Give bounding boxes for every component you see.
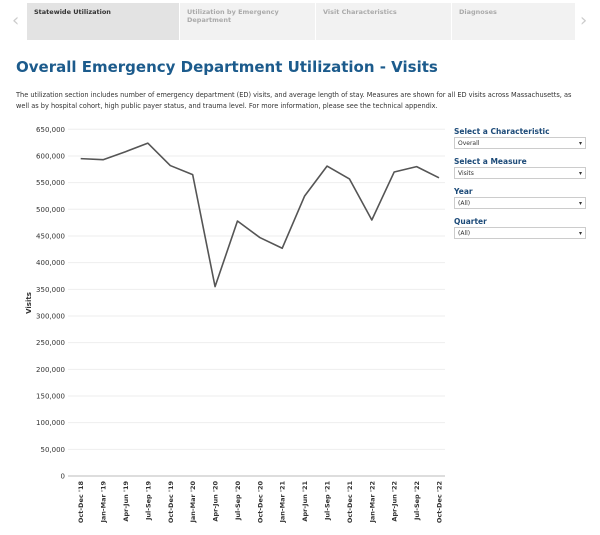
data-point[interactable] — [145, 141, 150, 146]
y-tick-label: 550,000 — [36, 179, 65, 187]
filter-dropdown-select-a-measure[interactable]: Visits ▾ — [454, 167, 586, 179]
data-point[interactable] — [414, 164, 419, 169]
filter-value: Overall — [458, 139, 480, 147]
description: The utilization section includes number … — [16, 91, 572, 110]
y-tick-label: 100,000 — [36, 419, 65, 427]
filter-dropdown-quarter[interactable]: (All) ▾ — [454, 227, 586, 239]
data-point[interactable] — [257, 235, 262, 240]
data-point[interactable] — [392, 169, 397, 174]
chevron-right-icon[interactable]: › — [580, 10, 588, 31]
data-point[interactable] — [123, 149, 128, 154]
chevron-left-icon[interactable]: ‹ — [12, 10, 20, 31]
x-tick-label: Jan-Mar '20 — [189, 481, 197, 524]
filter-label-quarter: Quarter — [454, 217, 487, 226]
tab-bar: Statewide Utilization Utilization by Eme… — [27, 3, 575, 40]
y-tick-label: 650,000 — [36, 126, 65, 134]
x-tick-label: Apr-Jun '21 — [301, 481, 309, 522]
data-point[interactable] — [101, 157, 106, 162]
x-tick-label: Oct-Dec '20 — [256, 481, 264, 524]
x-tick-label: Jul-Sep '19 — [144, 481, 152, 521]
dropdown-arrow-icon: ▾ — [578, 169, 582, 177]
tab-visit-characteristics[interactable]: Visit Characteristics — [316, 3, 451, 40]
filter-value: Visits — [458, 169, 474, 177]
data-point[interactable] — [347, 176, 352, 181]
y-tick-label: 150,000 — [36, 392, 65, 400]
x-tick-label: Oct-Dec '21 — [346, 481, 354, 524]
page-title: Overall Emergency Department Utilization… — [16, 58, 438, 76]
x-tick-label: Jan-Mar '19 — [100, 481, 108, 524]
filter-dropdown-select-a-characteristic[interactable]: Overall ▾ — [454, 137, 586, 149]
x-tick-label: Jan-Mar '22 — [368, 481, 376, 524]
dropdown-arrow-icon: ▾ — [578, 229, 582, 237]
filter-panel: Select a Characteristic Overall ▾ Select a… — [454, 127, 586, 247]
y-tick-label: 400,000 — [36, 259, 65, 267]
data-point[interactable] — [369, 217, 374, 222]
series-line — [80, 142, 440, 288]
y-tick-label: 0 — [61, 473, 65, 481]
x-tick-label: Oct-Dec '19 — [167, 481, 175, 524]
data-point[interactable] — [235, 219, 240, 224]
x-tick-label: Jul-Sep '22 — [413, 481, 421, 521]
x-tick-label: Apr-Jun '19 — [122, 481, 130, 522]
data-point[interactable] — [78, 156, 83, 161]
y-tick-label: 200,000 — [36, 366, 65, 374]
filter-value: (All) — [458, 229, 471, 237]
x-tick-label: Oct-Dec '18 — [77, 481, 85, 524]
y-tick-label: 450,000 — [36, 232, 65, 240]
y-tick-label: 600,000 — [36, 152, 65, 160]
data-point[interactable] — [325, 164, 330, 169]
dropdown-arrow-icon: ▾ — [578, 199, 582, 207]
tab-statewide-utilization[interactable]: Statewide Utilization — [27, 3, 179, 40]
y-tick-label: 50,000 — [41, 446, 66, 454]
data-point[interactable] — [280, 246, 285, 251]
data-point[interactable] — [302, 193, 307, 198]
y-tick-label: 500,000 — [36, 206, 65, 214]
x-tick-label: Jul-Sep '20 — [234, 481, 242, 521]
x-tick-label: Oct-Dec '22 — [436, 481, 444, 523]
y-axis-title: Visits — [25, 292, 33, 314]
tab-utilization-by-ed[interactable]: Utilization by Emergency Department — [180, 3, 315, 40]
x-tick-label: Apr-Jun '22 — [391, 481, 399, 522]
y-tick-label: 300,000 — [36, 312, 65, 320]
filter-value: (All) — [458, 199, 471, 207]
filter-dropdown-year[interactable]: (All) ▾ — [454, 197, 586, 209]
filter-label-year: Year — [454, 187, 473, 196]
dropdown-arrow-icon: ▾ — [578, 139, 582, 147]
filter-label-select-a-characteristic: Select a Characteristic — [454, 127, 550, 136]
x-tick-label: Jul-Sep '21 — [324, 481, 332, 521]
data-point[interactable] — [437, 175, 442, 180]
y-tick-label: 250,000 — [36, 339, 65, 347]
x-tick-label: Apr-Jun '20 — [212, 481, 220, 522]
data-point[interactable] — [190, 172, 195, 177]
data-point[interactable] — [213, 284, 218, 289]
data-point[interactable] — [168, 163, 173, 168]
x-tick-label: Jan-Mar '21 — [279, 481, 287, 524]
filter-label-select-a-measure: Select a Measure — [454, 157, 527, 166]
tab-diagnoses[interactable]: Diagnoses — [452, 3, 575, 40]
y-tick-label: 350,000 — [36, 286, 65, 294]
